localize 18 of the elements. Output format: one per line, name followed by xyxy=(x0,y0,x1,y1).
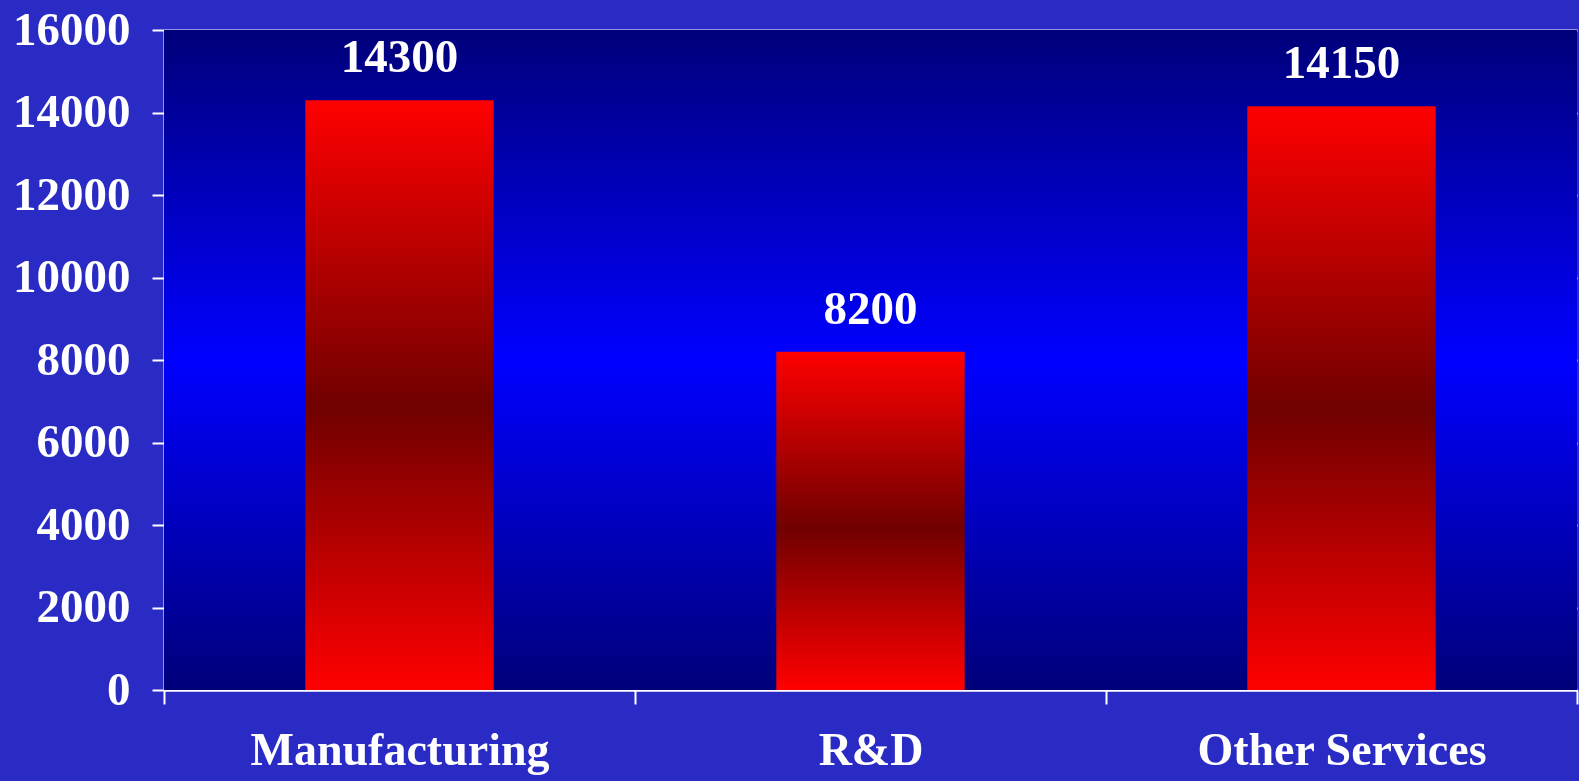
bar xyxy=(776,351,965,690)
y-tick-label: 2000 xyxy=(36,580,131,632)
y-tick-label: 4000 xyxy=(36,497,131,550)
data-label: 14150 xyxy=(1282,36,1401,89)
y-tick-label: 14000 xyxy=(13,85,131,137)
y-tick-label: 16000 xyxy=(13,2,131,55)
bar xyxy=(305,100,494,690)
bar xyxy=(1247,106,1436,690)
x-tick-label: Other Services xyxy=(1197,723,1487,775)
x-tick-label: Manufacturing xyxy=(250,723,550,775)
y-tick-label: 0 xyxy=(107,662,131,715)
y-tick-label: 6000 xyxy=(36,415,131,467)
y-tick-label: 10000 xyxy=(13,250,131,302)
data-label: 8200 xyxy=(823,281,918,334)
x-tick-label: R&D xyxy=(818,723,924,775)
data-label: 14300 xyxy=(340,30,459,83)
y-tick-label: 8000 xyxy=(36,332,131,385)
y-tick-label: 12000 xyxy=(13,167,131,220)
